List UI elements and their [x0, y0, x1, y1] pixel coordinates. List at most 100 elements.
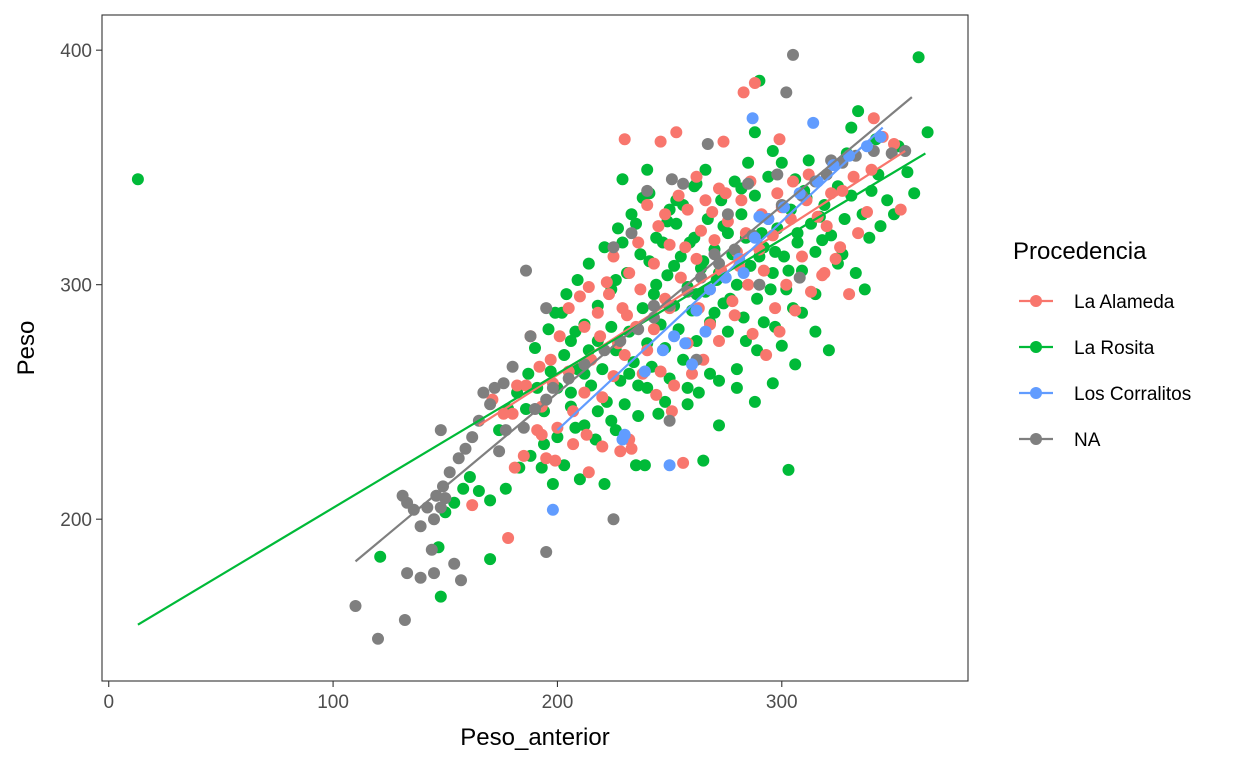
data-point-la-alameda	[578, 320, 591, 333]
data-point-la-alameda	[580, 428, 593, 441]
data-point-la-alameda	[596, 440, 609, 453]
data-point-la-rosita	[634, 248, 647, 261]
data-point-la-rosita	[661, 269, 674, 282]
data-point-la-alameda	[614, 445, 627, 458]
data-point-la-alameda	[789, 304, 802, 317]
data-point-na	[540, 546, 553, 558]
data-point-la-rosita	[641, 381, 654, 394]
data-point-la-alameda	[567, 405, 580, 418]
plot-panel	[101, 14, 969, 682]
data-point-na	[455, 574, 467, 587]
data-point-na	[497, 377, 510, 390]
data-point-la-rosita	[638, 459, 651, 472]
data-point-la-alameda	[820, 220, 833, 233]
data-point-la-alameda	[578, 386, 591, 399]
data-point-la-alameda	[681, 203, 694, 216]
legend-item-los-corralitos: Los Corralitos	[1019, 384, 1191, 405]
data-point-la-rosita	[825, 229, 838, 242]
data-point-na	[506, 360, 519, 373]
data-point-la-rosita	[582, 257, 595, 270]
data-point-la-rosita	[816, 234, 829, 247]
data-point-la-rosita	[881, 194, 894, 207]
legend-item-na: NA	[1019, 430, 1101, 451]
data-point-la-alameda	[708, 234, 721, 247]
data-point-na	[780, 86, 793, 99]
data-point-la-rosita	[616, 173, 629, 186]
data-point-la-rosita	[605, 414, 618, 427]
data-point-la-alameda	[647, 257, 660, 270]
data-point-la-alameda	[508, 461, 521, 474]
data-point-la-rosita	[874, 220, 887, 233]
data-point-la-rosita	[791, 227, 804, 240]
data-point-la-alameda	[706, 206, 719, 218]
data-point-na	[434, 501, 447, 514]
data-point-na	[428, 567, 440, 580]
data-point-la-alameda	[600, 276, 613, 289]
data-point-na	[607, 513, 620, 526]
data-point-la-rosita	[778, 250, 790, 263]
data-point-la-alameda	[618, 349, 631, 361]
data-point-la-alameda	[757, 264, 770, 277]
data-point-los-corralitos	[861, 140, 873, 153]
data-point-la-alameda	[771, 187, 784, 200]
data-point-los-corralitos	[811, 175, 824, 188]
data-point-la-rosita	[605, 320, 618, 333]
data-point-la-alameda	[773, 325, 786, 338]
data-point-la-rosita	[598, 241, 611, 254]
data-point-la-rosita	[598, 478, 611, 490]
data-point-la-rosita	[730, 363, 743, 376]
data-point-la-rosita	[775, 156, 788, 169]
data-point-na	[398, 614, 411, 626]
data-point-la-rosita	[641, 163, 654, 176]
data-point-la-rosita	[858, 283, 871, 296]
data-point-la-alameda	[728, 309, 741, 322]
data-point-la-rosita	[558, 459, 571, 472]
data-point-la-rosita	[650, 278, 663, 291]
data-point-la-alameda	[618, 133, 631, 146]
data-point-na	[439, 492, 452, 505]
data-point-la-rosita	[652, 407, 665, 420]
data-point-la-rosita	[748, 126, 761, 139]
data-point-la-rosita	[632, 379, 645, 392]
legend-item-la-rosita: La Rosita	[1019, 338, 1155, 359]
data-point-la-alameda	[818, 267, 831, 279]
data-point-la-rosita	[692, 386, 705, 399]
data-point-la-rosita	[713, 374, 725, 387]
data-point-na	[488, 381, 501, 394]
data-point-la-rosita	[558, 349, 571, 361]
data-point-la-rosita	[822, 344, 835, 357]
data-point-la-rosita	[544, 365, 557, 378]
data-point-la-rosita	[730, 381, 743, 394]
data-point-los-corralitos	[793, 187, 806, 200]
data-point-la-rosita	[912, 51, 925, 64]
data-point-la-rosita	[735, 208, 748, 221]
data-point-la-rosita	[484, 553, 497, 566]
data-point-los-corralitos	[690, 304, 703, 317]
data-point-los-corralitos	[638, 365, 651, 378]
data-point-la-rosita	[713, 419, 725, 432]
data-point-na	[540, 393, 553, 406]
data-point-la-alameda	[567, 438, 580, 451]
data-point-la-rosita	[499, 482, 512, 495]
data-point-la-alameda	[625, 442, 638, 455]
data-point-la-rosita	[849, 267, 862, 279]
data-point-na	[721, 208, 734, 221]
x-tick-label: 300	[766, 692, 798, 713]
data-point-la-rosita	[852, 105, 865, 118]
data-point-la-alameda	[713, 335, 725, 347]
data-point-la-rosita	[131, 173, 144, 186]
data-point-la-rosita	[921, 126, 934, 139]
x-tick-label: 100	[317, 692, 349, 713]
data-point-la-rosita	[766, 145, 779, 157]
data-point-la-alameda	[746, 327, 759, 340]
data-point-la-rosita	[463, 471, 476, 483]
data-point-la-alameda	[780, 278, 793, 291]
data-point-los-corralitos	[748, 231, 761, 244]
axes-layer: 0 100 200 300 200 300 400	[60, 41, 797, 713]
data-point-la-rosita	[681, 398, 694, 411]
data-point-la-rosita	[636, 302, 649, 315]
data-point-la-rosita	[782, 463, 795, 476]
data-point-la-rosita	[742, 156, 755, 169]
data-point-los-corralitos	[686, 358, 698, 371]
data-point-la-rosita	[704, 367, 716, 380]
